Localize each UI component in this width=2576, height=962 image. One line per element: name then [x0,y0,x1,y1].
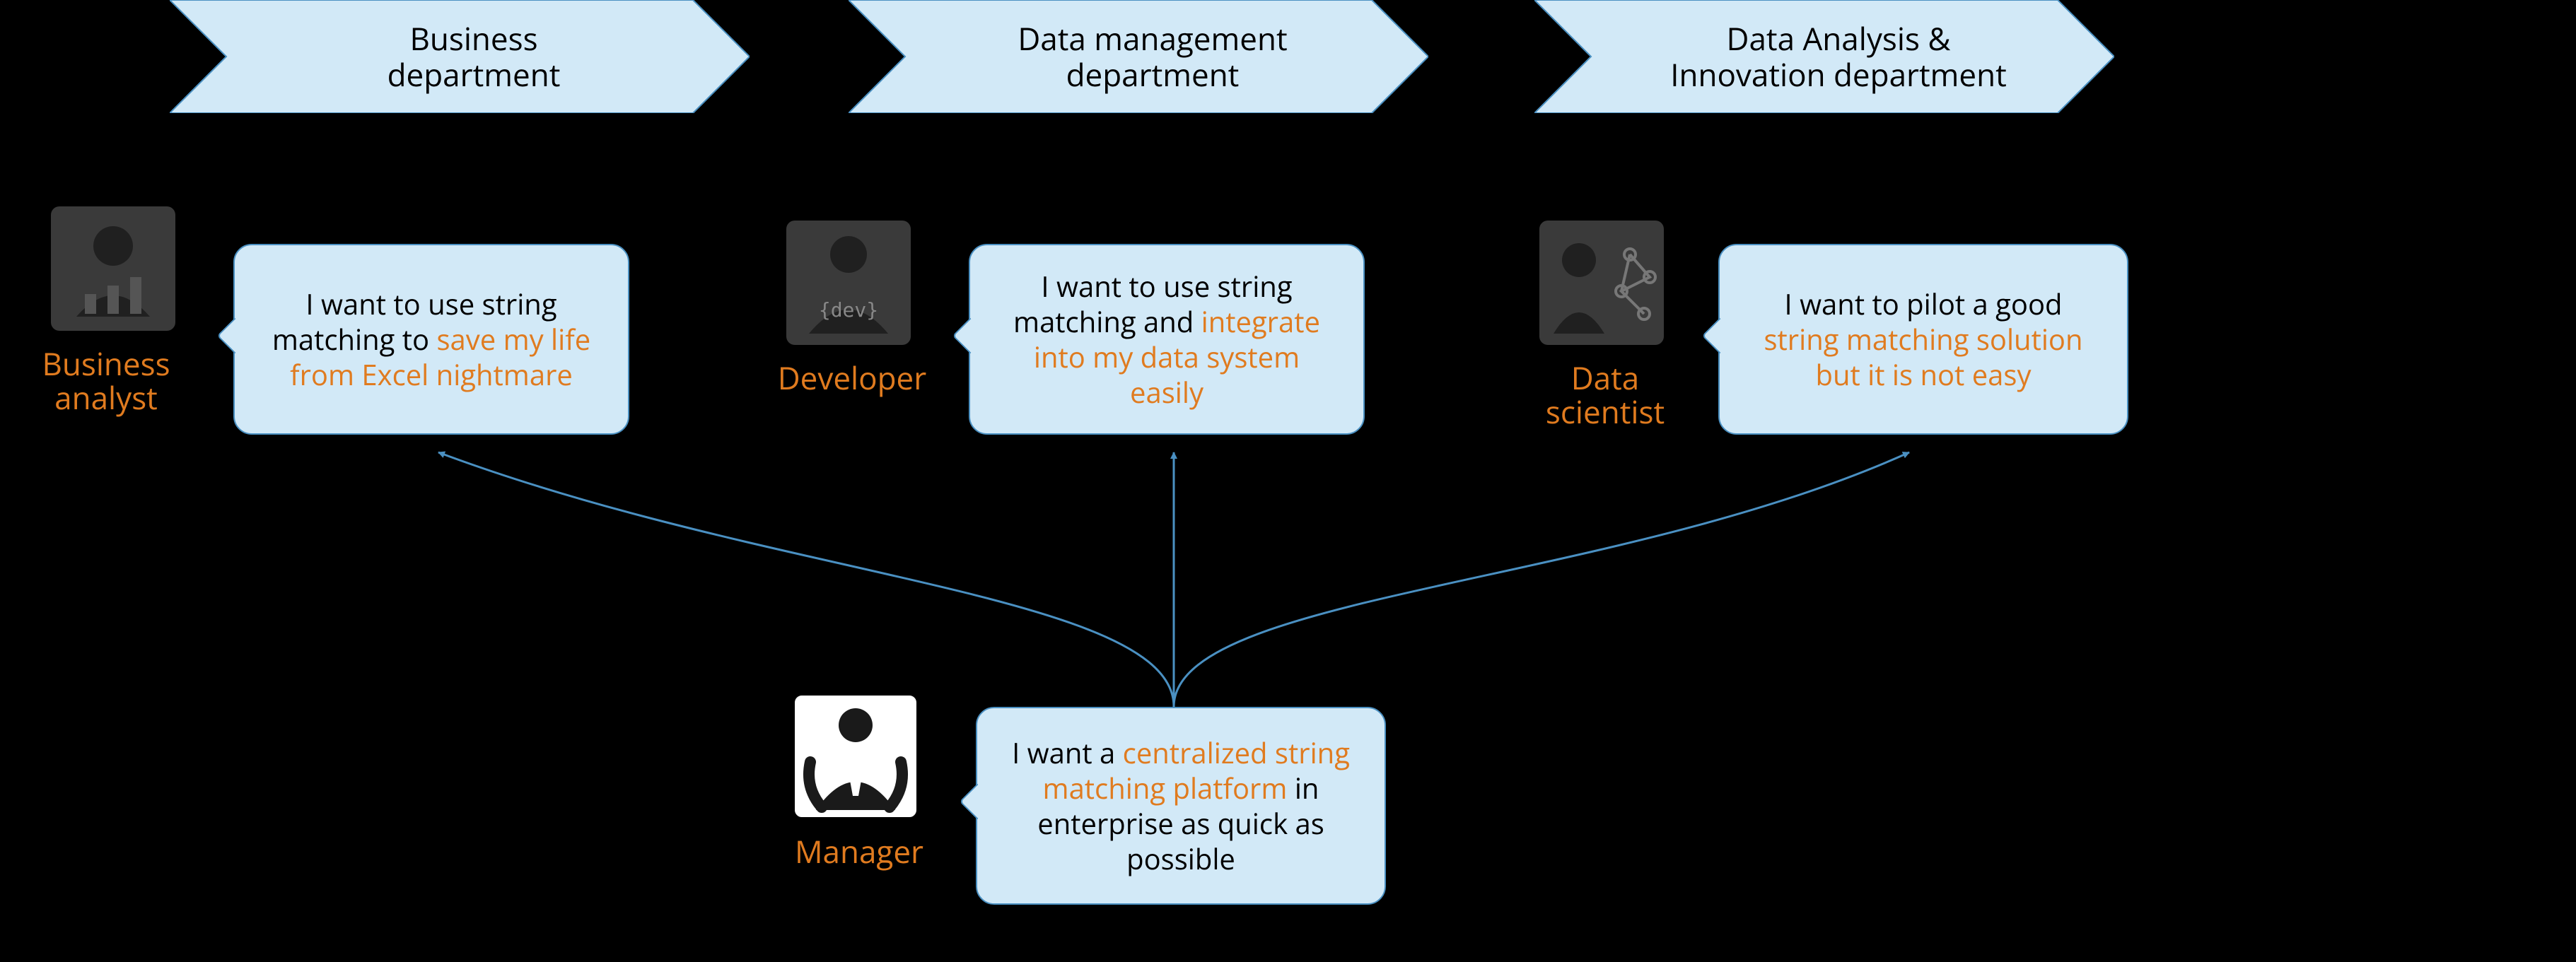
business-analyst-icon [42,198,184,339]
manager-role-label: Manager [778,834,940,876]
arrow-to-scientist [1174,452,1909,707]
data-scientist-bubble: I want to pilot a good string matching s… [1718,244,2128,435]
manager-bubble: I want a centralized string matching pla… [976,707,1386,905]
dept-label: Data Analysis &Innovation department [1534,0,2114,113]
developer-icon: {dev} [778,212,919,353]
developer-role-label: Developer [760,360,944,403]
dept-chevron-data-mgmt: Data managementdepartment [849,0,1428,113]
arrow-to-analyst [438,452,1174,707]
svg-text:{dev}: {dev} [819,298,878,322]
business-analyst-role-label: Businessanalyst [21,346,191,424]
dept-chevron-data-ai: Data Analysis &Innovation department [1534,0,2114,113]
dept-label: Data managementdepartment [849,0,1428,113]
data-scientist-role-label: Datascientist [1527,360,1683,438]
diagram-stage: { "canvas": { "width": 3643, "height": 1… [0,0,2576,962]
manager-icon [785,686,926,827]
data-scientist-icon [1531,212,1672,353]
developer-bubble: I want to use string matching and integr… [969,244,1365,435]
business-analyst-bubble: I want to use string matching to save my… [233,244,629,435]
dept-chevron-business: Businessdepartment [170,0,750,113]
dept-label: Businessdepartment [170,0,750,113]
